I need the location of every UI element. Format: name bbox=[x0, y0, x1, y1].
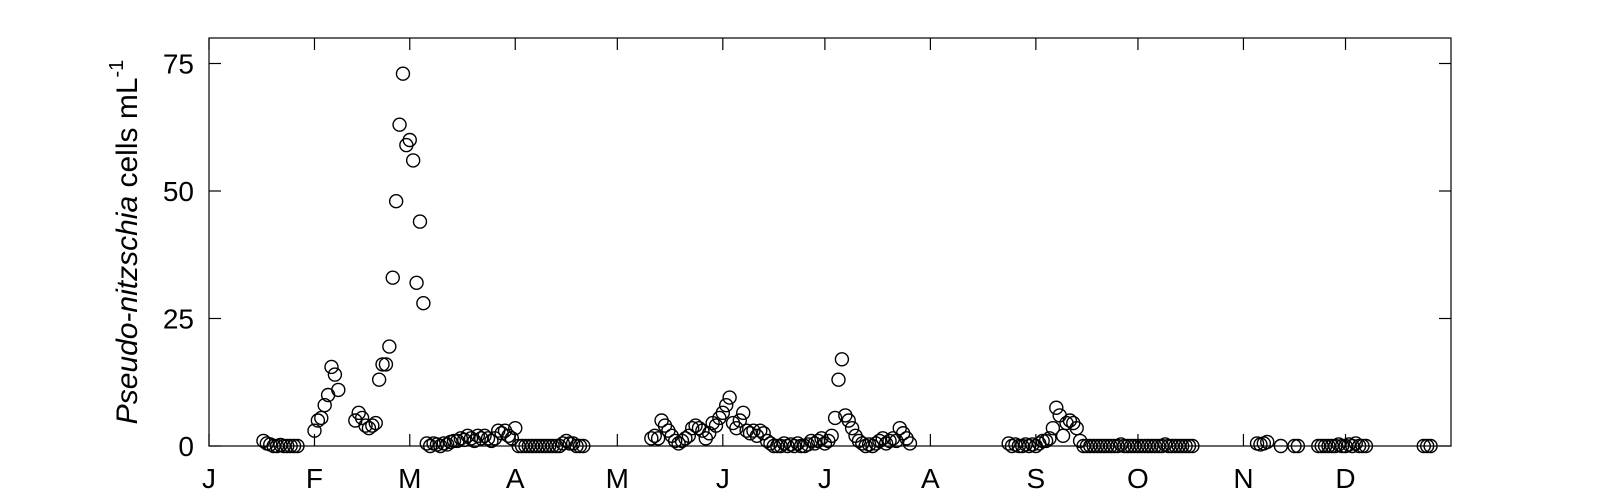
data-point bbox=[388, 193, 404, 209]
data-point bbox=[872, 433, 887, 449]
data-points bbox=[256, 66, 1438, 454]
data-point bbox=[470, 428, 486, 443]
data-point bbox=[1001, 436, 1016, 451]
y-axis-label-italic: Pseudo-nitzschia bbox=[111, 196, 144, 424]
data-point bbox=[708, 418, 724, 433]
data-point bbox=[736, 405, 751, 421]
data-point bbox=[409, 275, 424, 290]
y-tick-label: 50 bbox=[163, 176, 194, 207]
data-point bbox=[382, 339, 397, 354]
data-point bbox=[375, 357, 390, 372]
data-point bbox=[1052, 408, 1067, 423]
data-point bbox=[310, 413, 326, 428]
y-axis-label-rest: cells mL bbox=[111, 77, 144, 195]
x-tick-label: N bbox=[1233, 463, 1253, 494]
data-point bbox=[331, 382, 346, 398]
x-tick-label: F bbox=[306, 463, 323, 494]
data-point bbox=[484, 433, 499, 449]
x-tick-label: J bbox=[202, 463, 216, 494]
data-point bbox=[667, 433, 683, 449]
y-axis-label: Pseudo-nitzschia cells mL-1 bbox=[106, 60, 144, 425]
data-point bbox=[317, 398, 332, 413]
data-point bbox=[678, 431, 693, 446]
data-point bbox=[368, 415, 383, 431]
data-point bbox=[827, 410, 843, 426]
data-point bbox=[715, 405, 731, 421]
data-point bbox=[1045, 420, 1061, 436]
x-tick-label: M bbox=[398, 463, 421, 494]
data-point bbox=[446, 433, 462, 449]
data-point bbox=[804, 433, 819, 449]
x-tick-label: S bbox=[1027, 463, 1046, 494]
data-point bbox=[480, 431, 496, 446]
data-point bbox=[902, 436, 918, 451]
data-point bbox=[1348, 436, 1363, 451]
data-point bbox=[722, 390, 737, 405]
data-point bbox=[732, 413, 748, 428]
data-point bbox=[684, 420, 700, 436]
plot-area-frame bbox=[208, 37, 1452, 447]
data-point bbox=[1038, 433, 1054, 449]
data-point bbox=[681, 428, 696, 443]
data-point bbox=[1042, 431, 1057, 446]
data-point bbox=[1260, 434, 1275, 450]
data-point bbox=[463, 431, 479, 446]
y-tick-label: 0 bbox=[178, 431, 194, 462]
data-point bbox=[882, 433, 897, 449]
data-point bbox=[327, 367, 343, 382]
data-point bbox=[841, 413, 856, 428]
data-point bbox=[555, 436, 571, 451]
data-point bbox=[354, 410, 370, 426]
x-tick-label: O bbox=[1127, 463, 1149, 494]
data-point bbox=[1049, 400, 1064, 415]
data-point bbox=[371, 372, 387, 387]
x-tick-label: M bbox=[606, 463, 629, 494]
data-point bbox=[402, 132, 417, 148]
x-tick-label: A bbox=[921, 463, 940, 494]
data-point bbox=[365, 418, 380, 433]
y-axis-label-superscript: -1 bbox=[106, 60, 128, 78]
data-point bbox=[314, 410, 329, 426]
data-point bbox=[790, 436, 805, 451]
data-point bbox=[650, 431, 666, 446]
data-point bbox=[756, 426, 771, 441]
data-point bbox=[378, 357, 394, 372]
data-point bbox=[412, 214, 428, 229]
data-point bbox=[831, 372, 846, 387]
y-tick-label: 75 bbox=[163, 49, 194, 80]
data-point bbox=[647, 428, 662, 443]
y-tick-label: 25 bbox=[163, 304, 194, 335]
data-point bbox=[729, 420, 744, 436]
data-point bbox=[385, 270, 400, 285]
data-point bbox=[834, 352, 850, 367]
data-point bbox=[439, 437, 455, 452]
data-point bbox=[719, 398, 734, 413]
data-point bbox=[419, 436, 434, 451]
data-point bbox=[565, 436, 581, 451]
data-point bbox=[395, 66, 411, 81]
x-tick-label: J bbox=[818, 463, 832, 494]
data-point bbox=[392, 117, 407, 132]
data-point bbox=[358, 418, 373, 433]
data-point bbox=[844, 420, 860, 436]
data-point bbox=[753, 423, 768, 438]
data-point bbox=[800, 437, 816, 452]
x-tick-label: D bbox=[1335, 463, 1355, 494]
y-axis-ticks: 0 25 50 75 bbox=[163, 49, 1451, 462]
data-point bbox=[695, 423, 710, 438]
data-point bbox=[405, 153, 421, 168]
data-point bbox=[324, 359, 339, 375]
data-point bbox=[562, 436, 577, 451]
data-point bbox=[416, 296, 431, 311]
x-tick-label: A bbox=[506, 463, 525, 494]
data-point bbox=[644, 431, 659, 446]
data-point bbox=[1055, 428, 1071, 443]
x-tick-label: J bbox=[716, 463, 730, 494]
